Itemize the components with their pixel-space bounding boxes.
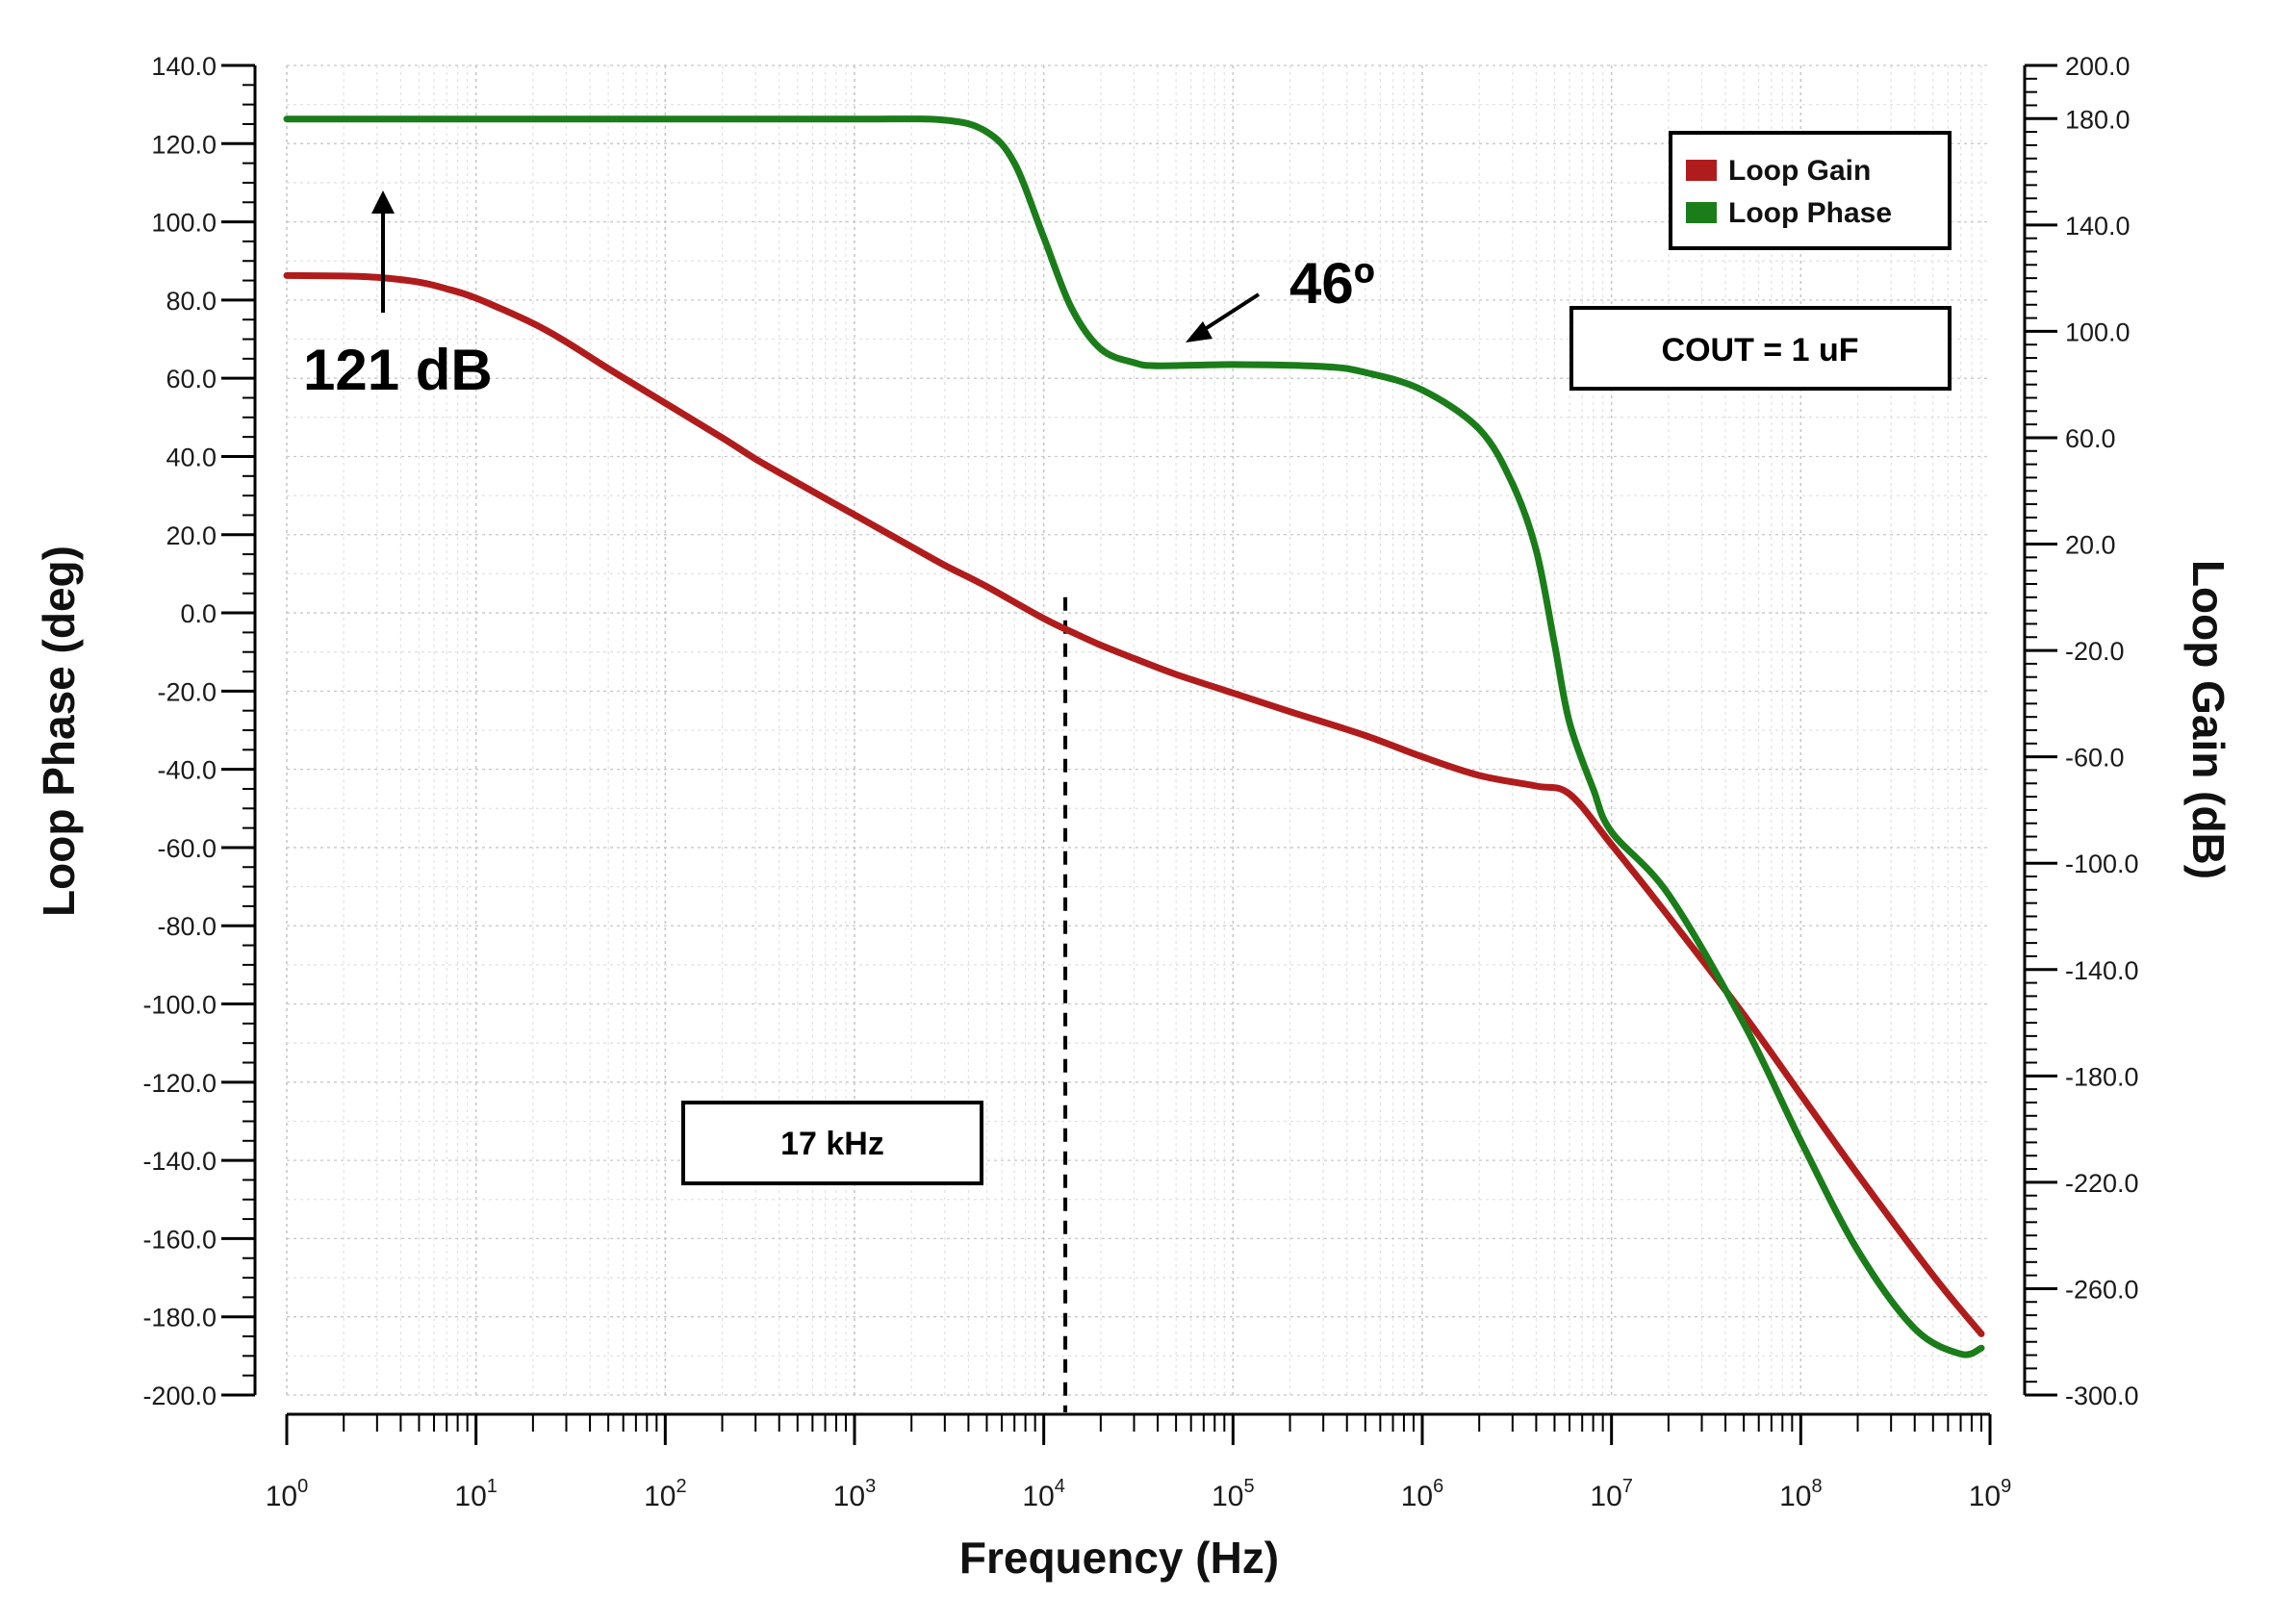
x-tick-label: 100 [266,1476,309,1512]
crossover-box [681,1101,983,1185]
right-tick-label: -20.0 [2065,637,2125,666]
left-tick-label: -200.0 [142,1382,217,1410]
cout-label: COUT = 1 uF [1662,332,1859,368]
left-axis-title: Loop Phase (deg) [34,546,84,917]
left-tick-label: 100.0 [151,209,217,238]
legend-swatch-loop-phase [1686,202,1717,223]
x-tick-label: 109 [1969,1476,2012,1512]
x-tick-label: 105 [1212,1476,1255,1512]
left-tick-label: 80.0 [166,287,217,316]
right-tick-label: -300.0 [2065,1382,2139,1410]
legend-swatch-loop-gain [1686,160,1717,181]
right-tick-label: 60.0 [2065,424,2116,453]
ticks: 140.0120.0100.080.060.040.020.00.0-20.0-… [142,52,2138,1512]
loop-gain-line [283,271,1985,1337]
left-tick-label: 60.0 [166,365,217,393]
left-tick-label: -140.0 [142,1147,217,1176]
dc-gain-label: 121 dB [303,338,493,402]
left-tick-label: 20.0 [166,521,217,550]
right-axis-title: Loop Gain (dB) [2183,560,2233,879]
legend: Loop Gain Loop Phase [1669,131,1952,250]
right-tick-label: 200.0 [2065,52,2131,81]
x-tick-label: 103 [833,1476,877,1512]
left-tick-label: -180.0 [142,1304,217,1332]
left-tick-label: -120.0 [142,1069,217,1098]
x-axis-title: Frequency (Hz) [959,1533,1279,1583]
loop-phase-line [283,115,1985,1358]
legend-box [1669,131,1952,250]
x-tick-label: 104 [1022,1476,1065,1512]
x-tick-exponent: 2 [676,1476,686,1497]
x-tick-label: 102 [644,1476,687,1512]
x-tick-label: 108 [1779,1476,1823,1512]
left-tick-label: -160.0 [142,1225,217,1254]
series-layer [283,115,1985,1412]
left-tick-label: -100.0 [142,991,217,1020]
left-tick-label: -80.0 [157,912,217,941]
x-tick-exponent: 0 [297,1476,308,1497]
x-tick-exponent: 3 [865,1476,876,1497]
crossover-label: 17 kHz [780,1126,884,1162]
right-tick-label: -260.0 [2065,1275,2139,1304]
right-tick-label: 20.0 [2065,531,2116,560]
left-tick-label: -20.0 [157,677,217,706]
phase-margin-annotation: 46º [1186,251,1375,343]
grid [286,64,1990,1396]
x-tick-exponent: 6 [1433,1476,1443,1497]
crossover-annotation: 17 kHz [681,1101,983,1185]
x-tick-label: 107 [1590,1476,1633,1512]
phase-margin-label: 46º [1289,251,1375,316]
x-tick-exponent: 5 [1243,1476,1254,1497]
left-tick-label: 120.0 [151,130,217,159]
left-tick-label: 140.0 [151,52,217,81]
right-tick-label: 140.0 [2065,212,2131,241]
dc-gain-annotation: 121 dB [303,190,493,402]
x-tick-label: 101 [454,1476,497,1512]
x-tick-exponent: 8 [1811,1476,1822,1497]
x-tick-exponent: 9 [2001,1476,2011,1497]
right-tick-label: -220.0 [2065,1169,2139,1198]
right-tick-label: -180.0 [2065,1062,2139,1091]
phase-margin-arrow [1197,292,1261,335]
legend-label-loop-phase: Loop Phase [1728,197,1892,229]
dc-gain-arrowhead [371,190,395,214]
right-tick-label: 180.0 [2065,105,2131,134]
left-tick-label: 40.0 [166,443,217,471]
legend-label-loop-gain: Loop Gain [1728,155,1871,187]
left-tick-label: 0.0 [180,599,217,628]
right-tick-label: -140.0 [2065,956,2139,985]
right-tick-label: -100.0 [2065,850,2139,878]
phase-margin-arrowhead [1186,321,1212,343]
x-tick-label: 106 [1401,1476,1444,1512]
left-tick-label: -60.0 [157,834,217,863]
right-tick-label: -60.0 [2065,744,2125,773]
x-tick-exponent: 7 [1622,1476,1633,1497]
left-tick-label: -40.0 [157,756,217,785]
cout-annotation: COUT = 1 uF [1569,306,1952,391]
cout-box [1569,306,1952,391]
right-tick-label: 100.0 [2065,317,2131,346]
x-tick-exponent: 4 [1055,1476,1065,1497]
x-tick-exponent: 1 [487,1476,498,1497]
